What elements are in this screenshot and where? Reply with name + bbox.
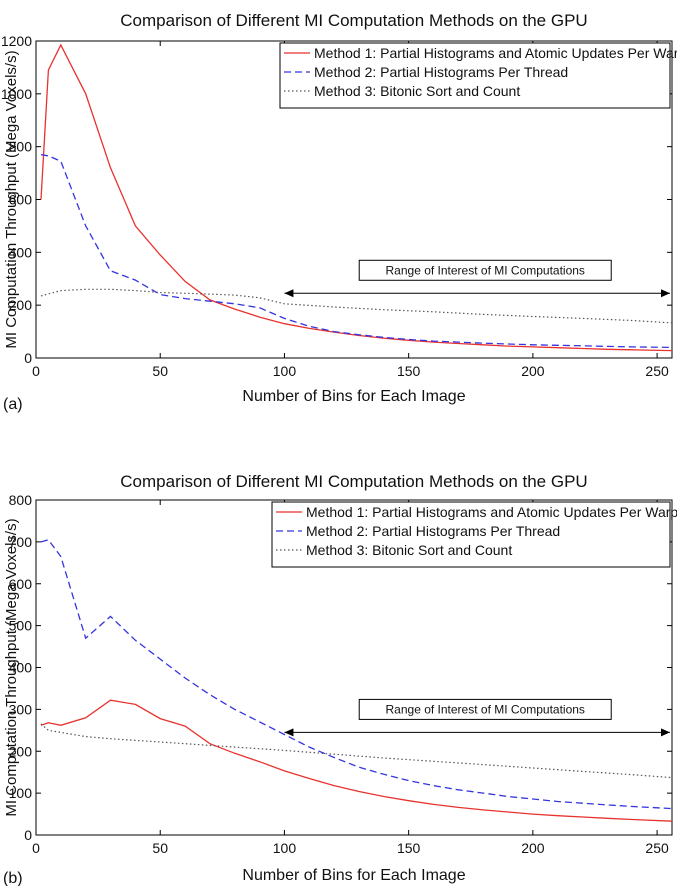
series-group [40,539,672,822]
range-label: Range of Interest of MI Computations [386,263,585,277]
legend-entry-method-2: Method 2: Partial Histograms Per Thread [314,64,568,80]
y-tick-label: 0 [24,827,32,843]
x-tick-label: 0 [32,840,40,856]
range-label-box [358,259,612,281]
y-tick-label: 600 [9,576,33,592]
y-tick-label: 800 [9,139,33,155]
series-line-method-3 [40,288,672,324]
x-tick-label: 150 [397,363,421,379]
series-line-method-2 [40,539,672,810]
chart-title: Comparison of Different MI Computation M… [120,472,587,491]
y-axis-label: MI Computation Throughput (Mega Voxels/s… [3,50,20,348]
series-group [40,43,672,352]
legend-entry-method-2: Method 2: Partial Histograms Per Thread [306,523,560,539]
legend: Method 1: Partial Histograms and Atomic … [279,42,677,109]
x-tick-label: 200 [521,363,545,379]
chart-title: Comparison of Different MI Computation M… [120,11,587,30]
legend: Method 1: Partial Histograms and Atomic … [271,501,677,568]
y-tick-label: 300 [9,701,33,717]
legend-entry-method-3: Method 3: Bitonic Sort and Count [314,83,520,99]
y-tick-label: 200 [9,297,33,313]
series-line-method-1 [40,699,672,822]
range-arrow-head-left [284,728,294,737]
y-tick-label: 400 [9,244,33,260]
y-tick-label: 500 [9,618,33,634]
y-tick-label: 200 [9,743,33,759]
y-tick-label: 400 [9,660,33,676]
x-tick-label: 200 [521,840,545,856]
x-axis-label: Number of Bins for Each Image [242,867,465,884]
range-annotation: Range of Interest of MI Computations [284,698,670,737]
range-annotation: Range of Interest of MI Computations [284,259,670,298]
x-tick-label: 0 [32,363,40,379]
y-tick-label: 600 [9,192,33,208]
y-tick-label: 1200 [1,33,32,49]
x-tick-label: 250 [645,840,669,856]
series-line-method-3 [40,723,672,779]
panel-label: (a) [3,396,23,413]
x-tick-label: 50 [152,363,168,379]
x-axis-label: Number of Bins for Each Image [242,388,465,405]
y-tick-label: 1000 [1,86,32,102]
x-tick-label: 150 [397,840,421,856]
legend-entry-method-1: Method 1: Partial Histograms and Atomic … [314,45,677,61]
x-tick-label: 100 [273,363,297,379]
x-tick-label: 100 [273,840,297,856]
x-tick-label: 250 [645,363,669,379]
y-tick-label: 700 [9,534,33,550]
legend-box [279,42,671,109]
panel-label: (b) [3,870,23,886]
legend-entry-method-3: Method 3: Bitonic Sort and Count [306,542,512,558]
x-tick-label: 50 [152,840,168,856]
y-tick-label: 0 [24,350,32,366]
chart-panel-b: Comparison of Different MI Computation M… [3,472,677,886]
range-arrow-head-left [284,289,294,298]
y-axis-label: MI Computation Throughput (Mega Voxels/s… [3,518,20,816]
range-label: Range of Interest of MI Computations [386,702,585,716]
legend-entry-method-1: Method 1: Partial Histograms and Atomic … [306,504,677,520]
range-arrow-head-right [661,289,670,298]
legend-box [271,501,671,568]
chart-panel-a: Comparison of Different MI Computation M… [1,11,677,413]
y-tick-label: 800 [9,492,33,508]
range-label-box [358,698,612,720]
range-arrow-head-right [661,728,670,737]
series-line-method-2 [40,153,672,349]
y-tick-label: 100 [9,785,33,801]
